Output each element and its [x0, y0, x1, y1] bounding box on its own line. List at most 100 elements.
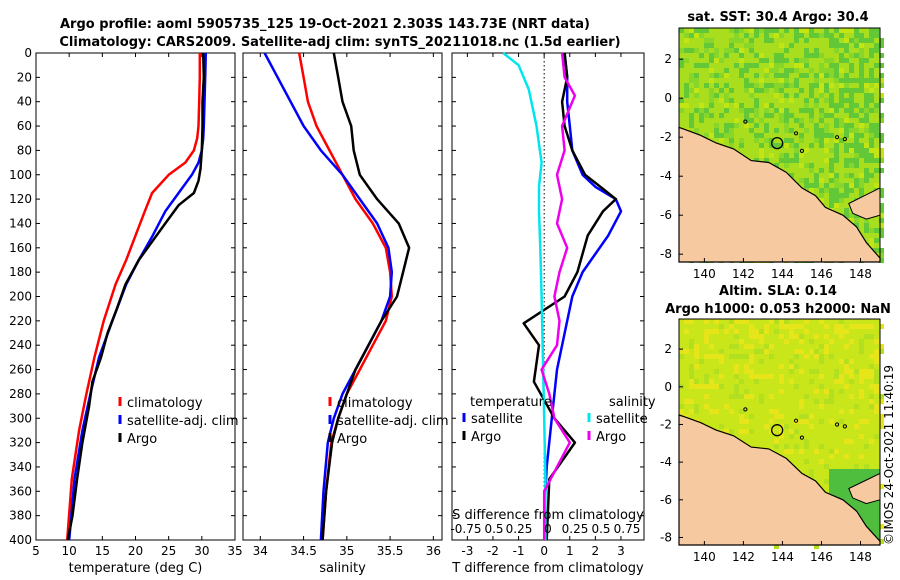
x-tick-label: 34: [253, 544, 268, 558]
map-cell: [709, 113, 714, 118]
map-cell: [784, 324, 789, 329]
map-cell: [729, 28, 734, 33]
map-cell: [754, 374, 759, 379]
map-cell: [794, 384, 799, 389]
map-cell: [749, 88, 754, 93]
map-cell: [714, 128, 719, 133]
map-cell: [679, 28, 684, 33]
map-cell: [869, 173, 874, 178]
map-cell: [734, 28, 739, 33]
s-difference-tick: 0.75: [614, 522, 641, 536]
map-cell: [704, 379, 709, 384]
x-tick-label: -2: [487, 544, 499, 558]
map-cell: [739, 429, 744, 434]
map-cell: [844, 384, 849, 389]
map-cell: [769, 138, 774, 143]
map-cell: [754, 113, 759, 118]
map-cell: [849, 103, 854, 108]
map-cell: [754, 88, 759, 93]
map-cell: [829, 63, 834, 68]
map-cell: [824, 138, 829, 143]
map-cell: [784, 118, 789, 123]
map-y-tick-label: -6: [660, 493, 672, 507]
map-cell: [729, 138, 734, 143]
map-cell: [829, 163, 834, 168]
map-cell: [814, 98, 819, 103]
map-cell: [684, 88, 689, 93]
map-cell: [799, 73, 804, 78]
map-cell: [719, 88, 724, 93]
map-cell: [734, 38, 739, 43]
map-y-tick-label: -2: [660, 130, 672, 144]
map-cell: [824, 344, 829, 349]
map-cell: [839, 93, 844, 98]
map-cell: [854, 324, 859, 329]
map-cell: [839, 319, 844, 324]
map-cell: [849, 359, 854, 364]
map-cell: [699, 359, 704, 364]
map-cell: [879, 213, 884, 218]
map-cell: [709, 58, 714, 63]
map-cell: [749, 28, 754, 33]
map-cell: [874, 83, 879, 88]
map-cell: [834, 48, 839, 53]
map-cell: [759, 374, 764, 379]
map-cell: [814, 354, 819, 359]
map-cell: [784, 123, 789, 128]
map-cell: [864, 118, 869, 123]
map-cell: [819, 143, 824, 148]
map-cell: [714, 329, 719, 334]
map-cell: [864, 228, 869, 233]
s-difference-tick: 0.25: [562, 522, 589, 536]
map-cell: [719, 58, 724, 63]
map-cell: [679, 404, 684, 409]
map-cell: [819, 88, 824, 93]
y-tick-label: 180: [9, 265, 32, 279]
map-cell: [799, 404, 804, 409]
map-cell: [879, 168, 884, 173]
map-cell: [839, 98, 844, 103]
map-cell: [874, 168, 879, 173]
map-cell: [849, 113, 854, 118]
map-cell: [779, 78, 784, 83]
map-cell: [744, 369, 749, 374]
map-cell: [739, 103, 744, 108]
temperature-panel: 5 10 15 20 25 30 35 temperature (deg C) 0 20 40 60 8…: [9, 46, 243, 576]
map-cell: [729, 429, 734, 434]
map-cell: [709, 73, 714, 78]
map-cell: [739, 58, 744, 63]
map-cell: [879, 153, 884, 158]
map-cell: [779, 113, 784, 118]
argo-location-marker: [771, 424, 784, 437]
map-cell: [774, 444, 779, 449]
map-cell: [764, 38, 769, 43]
map-cell: [819, 359, 824, 364]
map-cell: [869, 68, 874, 73]
map-cell: [689, 88, 694, 93]
map-cell: [809, 339, 814, 344]
map-cell: [874, 238, 879, 243]
map-cell: [844, 123, 849, 128]
map-cell: [694, 78, 699, 83]
map-cell: [794, 364, 799, 369]
map-cell: [869, 354, 874, 359]
map-cell: [824, 148, 829, 153]
map-cell: [824, 324, 829, 329]
map-cell: [844, 58, 849, 63]
map-cell: [794, 63, 799, 68]
map-cell: [769, 319, 774, 324]
map-cell: [864, 464, 869, 469]
map-cell: [794, 354, 799, 359]
map-cell: [789, 364, 794, 369]
map-cell: [854, 158, 859, 163]
map-cell: [814, 389, 819, 394]
map-cell: [729, 98, 734, 103]
map-cell: [869, 33, 874, 38]
map-x-tick-label: 144: [771, 267, 794, 281]
map-cell: [734, 334, 739, 339]
map-cell: [794, 334, 799, 339]
map-cell: [869, 399, 874, 404]
map-cell: [879, 484, 884, 489]
map-cell: [749, 369, 754, 374]
map-cell: [704, 38, 709, 43]
